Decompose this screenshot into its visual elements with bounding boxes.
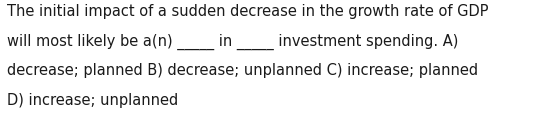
Text: will most likely be a(n) _____ in _____ investment spending. A): will most likely be a(n) _____ in _____ …: [7, 33, 459, 50]
Text: decrease; planned B) decrease; unplanned C) increase; planned: decrease; planned B) decrease; unplanned…: [7, 63, 478, 78]
Text: The initial impact of a sudden decrease in the growth rate of GDP: The initial impact of a sudden decrease …: [7, 4, 489, 19]
Text: D) increase; unplanned: D) increase; unplanned: [7, 93, 179, 108]
